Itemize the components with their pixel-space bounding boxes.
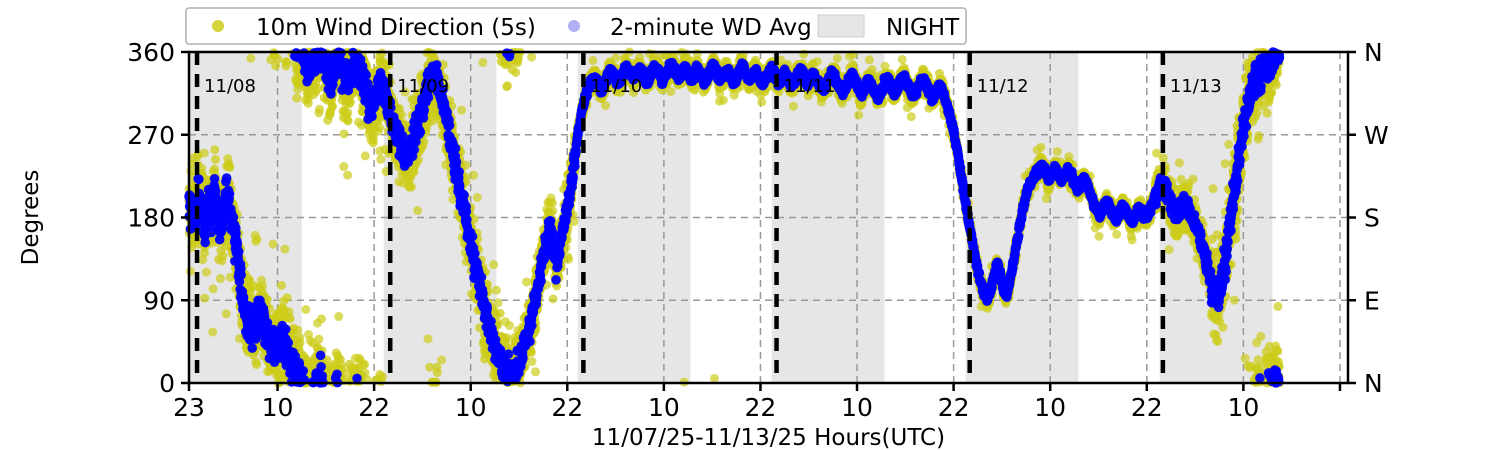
data-point-5s-outlier bbox=[437, 355, 447, 365]
data-point-5s bbox=[396, 110, 406, 120]
data-point-5s bbox=[314, 334, 324, 344]
data-point-5s-outlier bbox=[413, 206, 423, 216]
data-point-5s-outlier bbox=[527, 52, 537, 62]
data-point-5s bbox=[276, 280, 286, 290]
data-point-5s bbox=[343, 116, 353, 126]
data-point-5s-outlier bbox=[221, 309, 231, 319]
data-point-5s-outlier bbox=[400, 87, 410, 97]
data-point-5s bbox=[281, 57, 291, 67]
data-point-5s-outlier bbox=[564, 254, 574, 264]
data-point-5s-outlier bbox=[280, 244, 290, 254]
data-point-5s bbox=[225, 162, 235, 172]
data-point-5s bbox=[502, 333, 512, 343]
data-point-5s bbox=[432, 367, 442, 377]
data-point-5s-outlier bbox=[258, 281, 268, 291]
data-point-5s-outlier bbox=[208, 327, 218, 337]
data-point-5s-outlier bbox=[548, 206, 558, 216]
data-point-5s bbox=[282, 293, 292, 303]
data-point-5s bbox=[285, 313, 295, 323]
data-point-5s bbox=[252, 360, 262, 370]
data-point-5s-outlier bbox=[339, 129, 349, 139]
data-point-5s-outlier bbox=[601, 101, 611, 111]
data-point-5s bbox=[343, 108, 353, 118]
data-point-5s-outlier bbox=[252, 234, 262, 244]
data-point-5s bbox=[495, 308, 505, 318]
data-point-5s-outlier bbox=[611, 53, 621, 63]
data-point-5s-outlier bbox=[502, 81, 512, 91]
data-point-5s-outlier bbox=[423, 334, 433, 344]
data-point-5s-outlier bbox=[472, 192, 482, 202]
data-point-5s bbox=[210, 164, 220, 174]
data-point-5s-outlier bbox=[201, 267, 211, 277]
data-point-5s bbox=[547, 198, 557, 208]
data-point-5s-outlier bbox=[588, 55, 598, 65]
data-point-5s-outlier bbox=[246, 53, 256, 63]
data-point-5s-outlier bbox=[317, 314, 327, 324]
data-point-5s bbox=[210, 145, 220, 155]
data-point-5s-outlier bbox=[268, 239, 278, 249]
data-point-5s-outlier bbox=[315, 104, 325, 114]
data-point-5s-outlier bbox=[493, 298, 503, 308]
data-point-5s-outlier bbox=[527, 357, 537, 367]
data-point-5s bbox=[375, 122, 385, 132]
data-point-5s-outlier bbox=[200, 293, 210, 303]
data-point-5s-outlier bbox=[457, 105, 467, 115]
data-point-5s bbox=[368, 138, 378, 148]
data-point-5s-outlier bbox=[376, 154, 386, 164]
data-point-5s-outlier bbox=[339, 161, 349, 171]
data-point-5s bbox=[511, 67, 521, 77]
data-point-5s-outlier bbox=[343, 170, 353, 180]
data-point-5s bbox=[262, 295, 272, 305]
data-point-5s-outlier bbox=[569, 217, 579, 227]
data-point-5s-outlier bbox=[489, 260, 499, 270]
data-point-5s bbox=[198, 254, 208, 264]
data-point-5s-outlier bbox=[461, 160, 471, 170]
data-point-5s-outlier bbox=[360, 151, 370, 161]
gridlines-group bbox=[189, 52, 1348, 383]
data-point-5s bbox=[327, 101, 337, 111]
data-point-5s-outlier bbox=[548, 294, 558, 304]
data-point-5s-outlier bbox=[530, 367, 540, 377]
data-point-5s-outlier bbox=[709, 373, 719, 383]
data-point-5s bbox=[377, 372, 387, 382]
data-point-5s bbox=[271, 61, 281, 71]
data-point-5s-outlier bbox=[522, 277, 532, 287]
data-point-5s bbox=[313, 83, 323, 93]
data-point-5s-outlier bbox=[666, 87, 676, 97]
data-point-5s bbox=[406, 182, 416, 192]
data-point-5s bbox=[295, 338, 305, 348]
data-point-5s-outlier bbox=[360, 368, 370, 378]
data-point-5s bbox=[360, 359, 370, 369]
data-point-5s bbox=[292, 93, 302, 103]
data-point-5s-outlier bbox=[491, 285, 501, 295]
data-point-5s bbox=[211, 154, 221, 164]
data-point-5s-outlier bbox=[215, 274, 225, 284]
data-point-5s-outlier bbox=[504, 321, 514, 331]
data-point-5s-outlier bbox=[478, 57, 488, 67]
data-point-5s-outlier bbox=[185, 266, 195, 276]
data-point-5s-outlier bbox=[718, 95, 728, 105]
data-point-5s-outlier bbox=[199, 148, 209, 158]
data-point-5s bbox=[293, 325, 303, 335]
data-point-5s-outlier bbox=[301, 305, 311, 315]
data-point-5s-outlier bbox=[334, 312, 344, 322]
data-point-5s bbox=[273, 54, 283, 64]
data-point-5s bbox=[218, 251, 228, 261]
data-point-5s-outlier bbox=[208, 284, 218, 294]
data-point-5s-outlier bbox=[469, 170, 479, 180]
data-point-5s bbox=[345, 97, 355, 107]
